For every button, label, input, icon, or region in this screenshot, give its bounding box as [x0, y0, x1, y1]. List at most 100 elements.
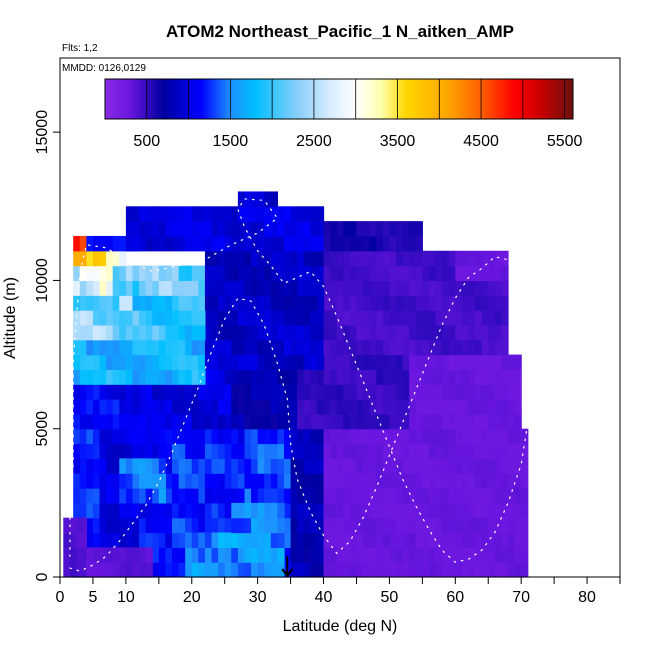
heatmap-cell: [132, 384, 140, 400]
heatmap-cell: [316, 265, 325, 282]
heatmap-cell: [290, 250, 298, 267]
heatmap-cell: [172, 280, 180, 296]
heatmap-cell: [415, 532, 423, 548]
heatmap-cell: [402, 339, 410, 356]
heatmap-cell: [158, 443, 167, 459]
heatmap-cell: [152, 562, 160, 578]
heatmap-cell: [481, 399, 489, 415]
heatmap-cell: [488, 488, 496, 504]
heatmap-cell: [204, 488, 213, 504]
heatmap-cell: [237, 280, 246, 296]
heatmap-cell: [139, 443, 147, 459]
colorbar-swatch: [532, 79, 537, 119]
heatmap-cell: [442, 488, 450, 504]
heatmap-cell: [376, 369, 384, 385]
heatmap-cell: [284, 250, 292, 267]
heatmap-cell: [442, 517, 450, 534]
heatmap-cell: [461, 384, 470, 400]
heatmap-cell: [369, 458, 377, 474]
colorbar-swatch: [382, 79, 387, 119]
heatmap-cell: [224, 562, 232, 578]
heatmap-cell: [330, 502, 338, 519]
heatmap-cell: [92, 384, 101, 400]
heatmap-cell: [145, 324, 153, 341]
heatmap-cell: [415, 339, 423, 356]
heatmap-cell: [428, 458, 437, 474]
heatmap-cell: [185, 295, 193, 311]
heatmap-cell: [435, 369, 443, 385]
y-tick-label: 0: [34, 572, 51, 581]
heatmap-cell: [224, 473, 232, 489]
heatmap-cell: [270, 295, 279, 311]
heatmap-cell: [297, 206, 305, 222]
heatmap-cell: [369, 295, 377, 311]
heatmap-cell: [218, 265, 226, 282]
heatmap-cell: [112, 369, 120, 385]
colorbar-swatch: [516, 79, 521, 119]
heatmap-cell: [297, 517, 305, 534]
heatmap-cell: [310, 369, 318, 385]
heatmap-cell: [488, 502, 496, 519]
heatmap-cell: [323, 488, 331, 504]
heatmap-cell: [106, 265, 114, 282]
heatmap-cell: [244, 280, 252, 296]
heatmap-cell: [435, 295, 443, 311]
heatmap-cell: [231, 547, 239, 563]
heatmap-cell: [284, 339, 292, 356]
heatmap-cell: [79, 413, 87, 430]
heatmap-cell: [514, 369, 522, 385]
heatmap-cell: [343, 221, 351, 237]
heatmap-cell: [284, 502, 292, 519]
heatmap-cell: [402, 265, 410, 282]
heatmap-cell: [251, 458, 259, 474]
heatmap-cell: [178, 532, 186, 548]
heatmap-cell: [270, 399, 279, 415]
heatmap-cell: [86, 532, 94, 548]
x-axis: 0 5 10 20 30 40 50 60 70 80: [56, 576, 621, 606]
heatmap-cell: [435, 250, 443, 267]
heatmap-cell: [356, 295, 364, 311]
colorbar-swatch: [492, 79, 497, 119]
heatmap-cell: [99, 517, 107, 534]
heatmap-cell: [349, 443, 358, 459]
heatmap-cell: [231, 295, 239, 311]
heatmap-cell: [310, 413, 318, 430]
heatmap-cell: [376, 488, 384, 504]
colorbar-swatch: [502, 79, 507, 119]
heatmap-cell: [244, 384, 252, 400]
heatmap-cell: [323, 458, 331, 474]
heatmap-cell: [264, 562, 272, 578]
heatmap-cell: [185, 384, 193, 400]
colorbar-swatch: [349, 79, 353, 119]
heatmap-cell: [409, 369, 417, 385]
heatmap-cell: [185, 458, 193, 474]
heatmap-cell: [198, 310, 206, 326]
heatmap-cell: [224, 339, 232, 356]
heatmap-cell: [409, 532, 417, 548]
heatmap-cell: [224, 384, 232, 400]
heatmap-cell: [79, 339, 87, 356]
heatmap-cell: [198, 206, 206, 222]
heatmap-cell: [145, 221, 153, 237]
heatmap-cell: [389, 428, 397, 445]
heatmap-cell: [376, 295, 384, 311]
heatmap-cell: [501, 502, 509, 519]
heatmap-cell: [356, 310, 364, 326]
heatmap-cell: [139, 339, 147, 356]
heatmap-cell: [158, 265, 167, 282]
heatmap-cell: [428, 532, 437, 548]
heatmap-cell: [251, 428, 259, 445]
heatmap-cell: [277, 562, 285, 578]
heatmap-cell: [521, 473, 529, 489]
colorbar-swatch: [262, 79, 266, 119]
heatmap-cell: [422, 488, 430, 504]
colorbar-swatch: [445, 79, 450, 119]
y-axis-label: Altitude (m): [2, 277, 19, 359]
heatmap-cell: [323, 221, 331, 237]
heatmap-cell: [382, 250, 391, 267]
heatmap-cell: [211, 339, 219, 356]
heatmap-cell: [343, 384, 351, 400]
heatmap-cell: [435, 517, 443, 534]
heatmap-cell: [481, 384, 489, 400]
heatmap-cell: [428, 517, 437, 534]
